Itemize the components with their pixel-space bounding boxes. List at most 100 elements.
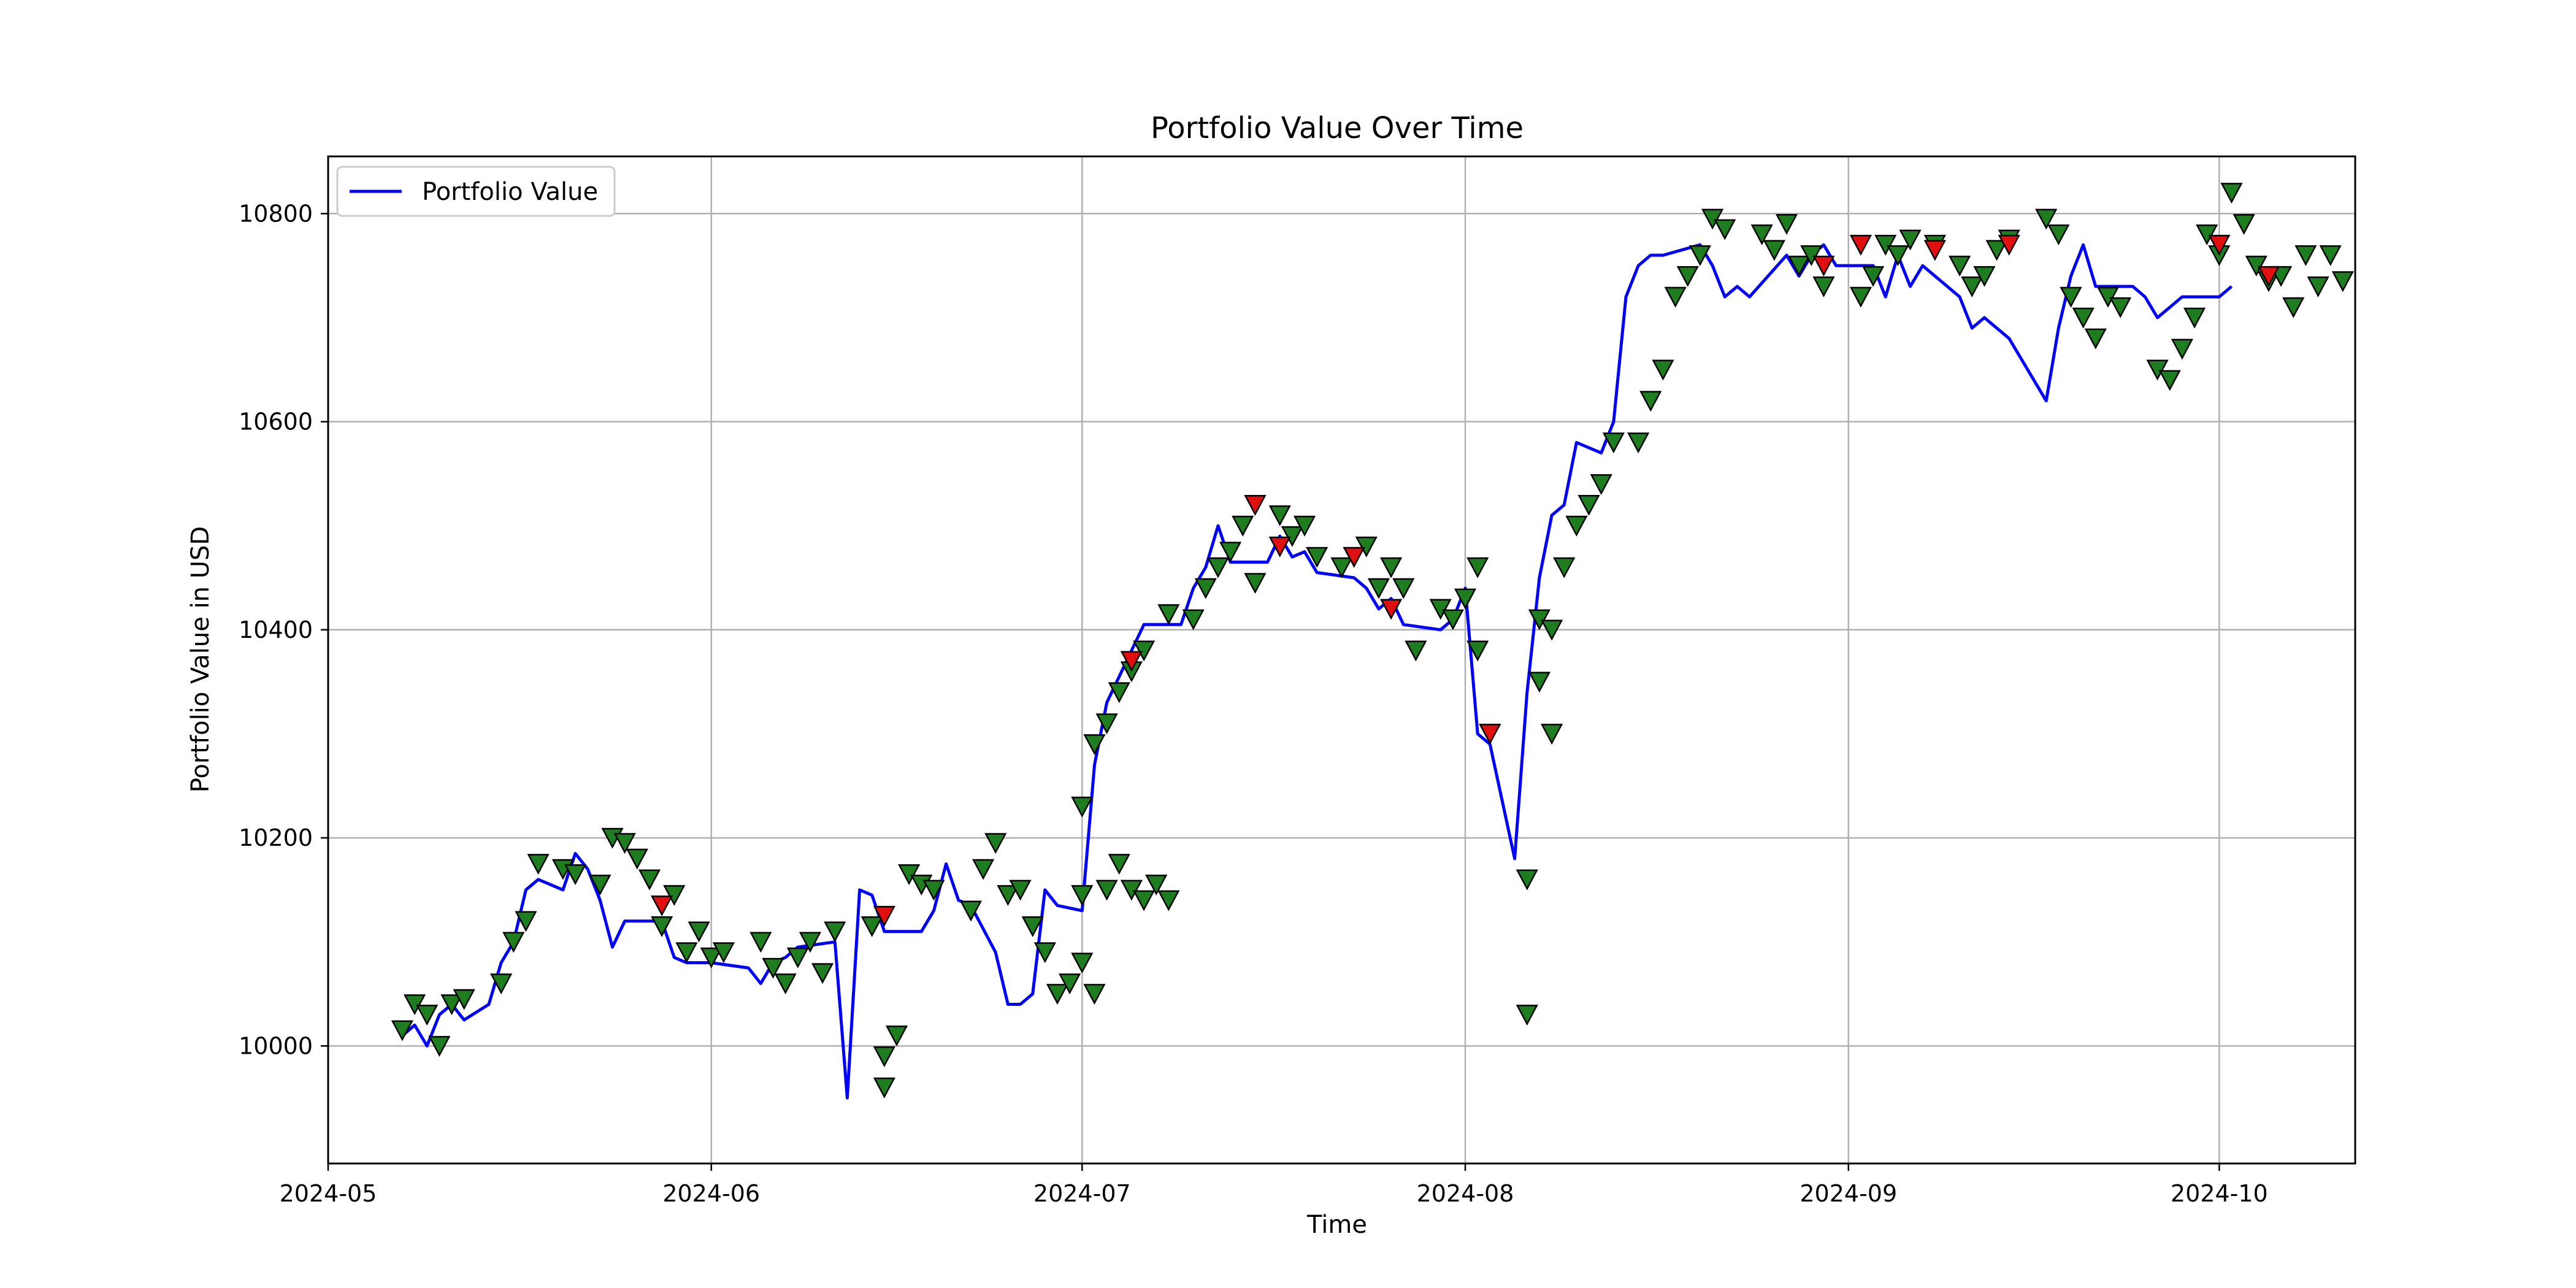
buy-marker: [700, 947, 723, 968]
sell-marker: [1812, 255, 1835, 277]
buy-marker: [2245, 255, 2267, 277]
buy-marker: [1714, 219, 1736, 240]
buy-marker: [774, 973, 797, 995]
buy-marker: [1639, 391, 1662, 412]
sell-marker: [2257, 266, 2280, 287]
buy-marker: [2220, 183, 2243, 204]
buy-marker: [1800, 245, 1823, 266]
buy-marker: [1441, 609, 1464, 631]
buy-marker: [1182, 609, 1205, 631]
buy-marker: [688, 921, 710, 943]
buy-marker: [2331, 271, 2354, 293]
buy-marker: [589, 875, 611, 896]
buy-marker: [2158, 370, 2181, 391]
buy-marker: [1046, 984, 1069, 1005]
buy-marker: [2307, 276, 2329, 297]
buy-marker: [1676, 266, 1699, 287]
buy-marker: [1132, 640, 1156, 662]
buy-marker: [1083, 734, 1106, 756]
buy-marker: [885, 1025, 908, 1047]
buy-marker: [1788, 255, 1811, 277]
buy-marker: [898, 864, 921, 886]
buy-marker: [1405, 640, 1427, 662]
buy-marker: [1812, 276, 1835, 297]
buy-marker: [799, 932, 822, 953]
chart-title: Portfolio Value Over Time: [1151, 111, 1524, 145]
buy-marker: [1553, 557, 1576, 578]
buy-marker: [1071, 885, 1094, 907]
grid: [327, 156, 2355, 1163]
buy-marker: [984, 833, 1007, 854]
buy-marker: [2294, 245, 2317, 266]
buy-marker: [1985, 240, 2008, 261]
buy-marker: [1750, 224, 1773, 245]
buy-marker: [638, 869, 661, 891]
buy-marker: [453, 989, 475, 1010]
x-tick-label: 2024-08: [1417, 1180, 1514, 1207]
buy-marker: [1849, 286, 1872, 308]
buy-marker: [1454, 588, 1477, 610]
buy-marker: [2084, 328, 2107, 350]
buy-marker: [515, 911, 537, 932]
buy-marker: [873, 1046, 895, 1067]
buy-marker: [1071, 796, 1094, 818]
x-axis-ticks: 2024-05 2024-06 2024-07 2024-08 2024-09 2024-…: [280, 1163, 2268, 1207]
buy-marker: [824, 921, 846, 943]
buy-marker: [1157, 890, 1180, 911]
sell-marker: [1998, 234, 2020, 256]
buy-marker: [2319, 245, 2342, 266]
buy-marker: [675, 942, 698, 964]
sell-marker: [2208, 234, 2231, 256]
marker-layer: [391, 183, 2354, 1098]
buy-marker: [1194, 578, 1217, 599]
buy-marker: [972, 859, 995, 880]
buy-marker: [1541, 619, 1563, 641]
sell-marker: [1343, 546, 1365, 568]
buy-marker: [1021, 916, 1044, 937]
buy-marker: [1541, 724, 1563, 745]
legend-box: [336, 166, 616, 217]
buy-marker: [1157, 604, 1180, 626]
buy-marker: [1689, 245, 1712, 266]
buy-marker: [1268, 505, 1291, 526]
buy-marker: [502, 932, 525, 953]
buy-marker: [1701, 209, 1724, 230]
y-tick-label: 10800: [239, 200, 313, 227]
sell-marker: [1923, 240, 1946, 261]
buy-marker: [1775, 214, 1798, 235]
y-tick-label: 10600: [239, 408, 313, 435]
sell-marker: [1849, 234, 1872, 256]
series-layer: [401, 243, 2233, 1100]
buy-marker: [428, 1036, 451, 1057]
legend: Portfolio Value: [336, 166, 616, 217]
buy-marker: [1108, 854, 1130, 875]
buy-marker: [1961, 276, 1984, 297]
sell-marker: [1479, 724, 1501, 745]
buy-marker: [1219, 542, 1242, 563]
buy-marker: [1206, 557, 1230, 578]
buy-marker: [564, 864, 587, 886]
buy-marker: [2146, 359, 2169, 381]
buy-marker: [1763, 240, 1785, 261]
series-line-portfolio-value: [401, 243, 2233, 1100]
buy-marker: [1095, 713, 1118, 735]
buy-marker: [1528, 672, 1551, 693]
buy-marker: [1330, 557, 1353, 578]
buy-marker: [1306, 546, 1328, 568]
buy-marker: [1392, 578, 1415, 599]
x-tick-label: 2024-07: [1033, 1180, 1131, 1207]
x-tick-label: 2024-10: [2171, 1180, 2268, 1207]
buy-marker: [997, 885, 1019, 907]
buy-marker: [1355, 536, 1378, 558]
buy-marker: [1120, 880, 1143, 901]
buy-marker: [1602, 432, 1625, 454]
buy-marker: [1528, 609, 1551, 631]
buy-marker: [1565, 515, 1588, 537]
buy-marker: [1466, 640, 1489, 662]
buy-marker: [2183, 307, 2206, 329]
buy-marker: [749, 932, 772, 953]
buy-marker: [1132, 890, 1156, 911]
buy-marker: [1516, 1005, 1538, 1026]
buy-marker: [1071, 953, 1094, 974]
buy-marker: [2047, 224, 2070, 245]
